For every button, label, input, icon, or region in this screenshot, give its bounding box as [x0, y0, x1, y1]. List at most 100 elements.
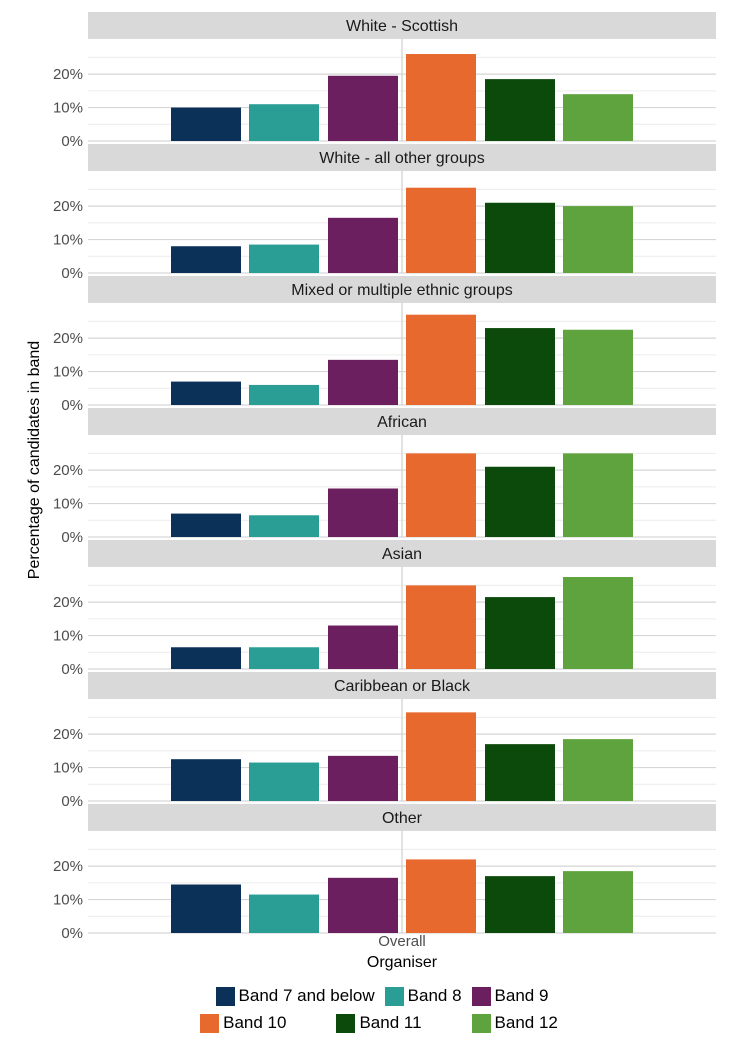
legend-item: Band 12	[471, 1011, 558, 1035]
facet-title: Other	[382, 810, 423, 827]
bar	[249, 515, 319, 537]
y-tick-label: 10%	[53, 496, 83, 513]
bar	[406, 314, 476, 405]
bar	[406, 859, 476, 933]
y-tick-label: 20%	[53, 462, 83, 479]
y-tick-label: 0%	[61, 925, 83, 942]
bar	[485, 597, 555, 669]
y-tick-label: 20%	[53, 66, 83, 83]
bar	[171, 647, 241, 669]
y-tick-label: 0%	[61, 661, 83, 678]
y-tick-label: 0%	[61, 793, 83, 810]
bar	[485, 876, 555, 933]
y-tick-label: 10%	[53, 364, 83, 381]
bar	[328, 359, 398, 405]
legend-row: Band 10 Band 11 Band 12	[0, 1011, 746, 1035]
bar	[171, 246, 241, 273]
bar	[406, 187, 476, 273]
legend-swatch	[384, 986, 404, 1006]
y-tick-label: 10%	[53, 892, 83, 909]
legend-item: Band 10	[200, 1011, 286, 1035]
legend-label: Band 10	[223, 1013, 287, 1032]
bar	[328, 755, 398, 801]
bar	[171, 107, 241, 141]
bar	[406, 54, 476, 141]
bar	[563, 453, 633, 537]
legend-item: Band 8	[384, 984, 462, 1008]
facet-title: Asian	[382, 546, 422, 563]
facet-panel: African 0% 10% 20%	[53, 408, 716, 546]
bar	[563, 739, 633, 801]
legend-swatch	[471, 1013, 491, 1033]
facet-strip	[88, 804, 716, 831]
y-tick-label: 0%	[61, 133, 83, 150]
bar	[485, 466, 555, 537]
y-tick-label: 20%	[53, 330, 83, 347]
bar	[485, 328, 555, 405]
legend-swatch	[200, 1013, 220, 1033]
legend-label: Band 8	[407, 986, 462, 1005]
bar	[328, 75, 398, 141]
bar	[249, 647, 319, 669]
x-tick-label: Overall	[378, 933, 426, 950]
legend-item: Band 7 and below	[215, 984, 375, 1008]
legend-item: Band 11	[336, 1011, 422, 1035]
y-tick-label: 0%	[61, 265, 83, 282]
bar	[328, 625, 398, 669]
facet-title: Mixed or multiple ethnic groups	[291, 282, 512, 299]
legend-label: Band 12	[494, 1013, 558, 1032]
bar	[406, 712, 476, 801]
bar	[563, 871, 633, 933]
y-tick-label: 20%	[53, 726, 83, 743]
y-tick-label: 10%	[53, 100, 83, 117]
y-axis-title: Percentage of candidates in band	[26, 341, 43, 579]
y-tick-label: 0%	[61, 529, 83, 546]
bar	[249, 384, 319, 405]
bar	[563, 94, 633, 141]
bar	[171, 759, 241, 801]
bar	[328, 488, 398, 537]
y-tick-label: 20%	[53, 858, 83, 875]
facet-strip	[88, 540, 716, 567]
facet-strip	[88, 276, 716, 303]
legend-label: Band 7 and below	[238, 986, 375, 1005]
y-tick-label: 10%	[53, 760, 83, 777]
legend-swatch	[336, 1013, 356, 1033]
facet-strip	[88, 672, 716, 699]
y-tick-label: 20%	[53, 594, 83, 611]
bar	[563, 329, 633, 405]
bar	[249, 104, 319, 141]
facet-panel: White - Scottish 0% 10% 20%	[53, 12, 716, 150]
facet-panel: Mixed or multiple ethnic groups 0% 10% 20%	[53, 276, 716, 414]
bar	[171, 513, 241, 537]
facet-strip	[88, 144, 716, 171]
facet-strip	[88, 12, 716, 39]
y-tick-label: 20%	[53, 198, 83, 215]
bar	[249, 894, 319, 933]
bar	[485, 79, 555, 141]
bar	[328, 877, 398, 933]
facet-strip	[88, 408, 716, 435]
bar	[563, 577, 633, 669]
legend: Band 7 and below Band 8 Band 9 Band 10 Band …	[0, 984, 746, 1038]
bar	[563, 206, 633, 273]
facet-title: White - all other groups	[319, 150, 484, 167]
y-tick-label: 0%	[61, 397, 83, 414]
bar	[171, 381, 241, 405]
legend-row: Band 7 and below Band 8 Band 9	[0, 984, 746, 1008]
bar	[485, 202, 555, 273]
legend-item: Band 9	[471, 984, 549, 1008]
facet-title: Caribbean or Black	[334, 678, 471, 695]
facet-title: White - Scottish	[346, 18, 458, 35]
legend-label: Band 9	[494, 986, 549, 1005]
legend-swatch	[215, 986, 235, 1006]
y-tick-label: 10%	[53, 232, 83, 249]
bar	[406, 453, 476, 537]
bar	[249, 244, 319, 273]
legend-swatch	[471, 986, 491, 1006]
bar	[406, 585, 476, 669]
legend-label: Band 11	[359, 1013, 422, 1032]
bar	[249, 762, 319, 801]
facet-panel: Asian 0% 10% 20%	[53, 540, 716, 678]
